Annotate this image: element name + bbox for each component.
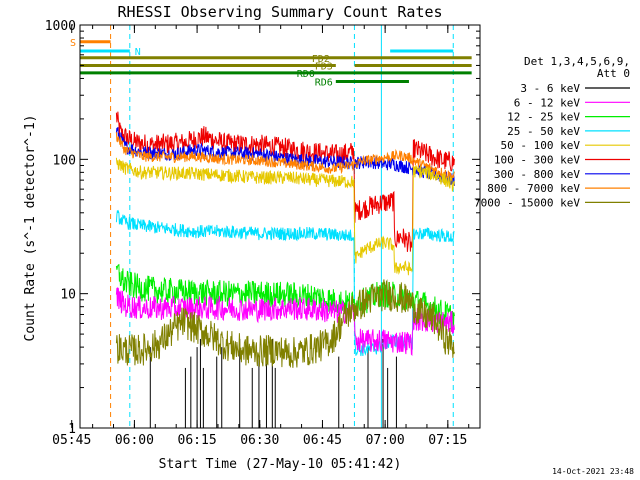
curve-6-12-kev [115, 286, 455, 356]
flag-label-fd2: FD2 [312, 54, 330, 65]
y-tick-label-3: 1000 [45, 19, 76, 34]
generation-timestamp: 14-Oct-2021 23:48 [552, 467, 634, 476]
plot-frame [79, 24, 481, 429]
legend-label-5: 100 - 300 keV [494, 154, 580, 167]
chart-title: RHESSI Observing Summary Count Rates [117, 3, 442, 21]
flag-label-rd0: RD0 [297, 69, 315, 80]
axes: 1 10 100 1000 05:45 06:00 06:15 06:30 06:45 07:00… [45, 19, 480, 448]
x-tick-label-4: 06:45 [303, 433, 342, 448]
legend-label-1: 6 - 12 keV [514, 96, 581, 109]
legend-header-0: Det 1,3,4,5,6,9, [524, 55, 630, 68]
legend-label-2: 12 - 25 keV [507, 111, 580, 124]
legend-label-0: 3 - 6 keV [520, 82, 580, 95]
curve-100-300-kev [115, 111, 455, 252]
x-tick-label-5: 07:00 [366, 433, 405, 448]
legend-label-4: 50 - 100 keV [501, 139, 581, 152]
y-axis-label: Count Rate (s^-1 detector^-1) [23, 115, 38, 342]
curve-7000-15000-kev [115, 279, 455, 368]
x-tick-label-1: 06:00 [115, 433, 154, 448]
y-tick-label-2: 100 [53, 153, 76, 168]
x-tick-label-3: 06:30 [240, 433, 279, 448]
x-tick-label-2: 06:15 [178, 433, 217, 448]
legend-label-3: 25 - 50 keV [507, 125, 580, 138]
legend-label-7: 800 - 7000 keV [487, 182, 580, 195]
x-tick-label-0: 05:45 [52, 433, 91, 448]
y-tick-label-0: 1 [68, 422, 76, 437]
y-tick-label-1: 10 [60, 288, 76, 303]
legend-label-6: 300 - 800 keV [494, 168, 580, 181]
curve-12-25-kev [115, 263, 455, 331]
legend-header-1: Att 0 [597, 67, 630, 80]
x-axis-label: Start Time (27-May-10 05:41:42) [159, 457, 402, 472]
legend-label-8: 7000 - 15000 keV [474, 196, 580, 209]
x-tick-label-6: 07:15 [428, 433, 467, 448]
flag-label-n: N [135, 47, 141, 58]
curve-800-7000-kev [115, 132, 455, 181]
flag-label-s: S [70, 38, 76, 49]
flag-label-rd6: RD6 [315, 77, 333, 88]
curve-50-100-kev [115, 157, 455, 276]
flag-label-fd3: FD3 [315, 61, 333, 72]
